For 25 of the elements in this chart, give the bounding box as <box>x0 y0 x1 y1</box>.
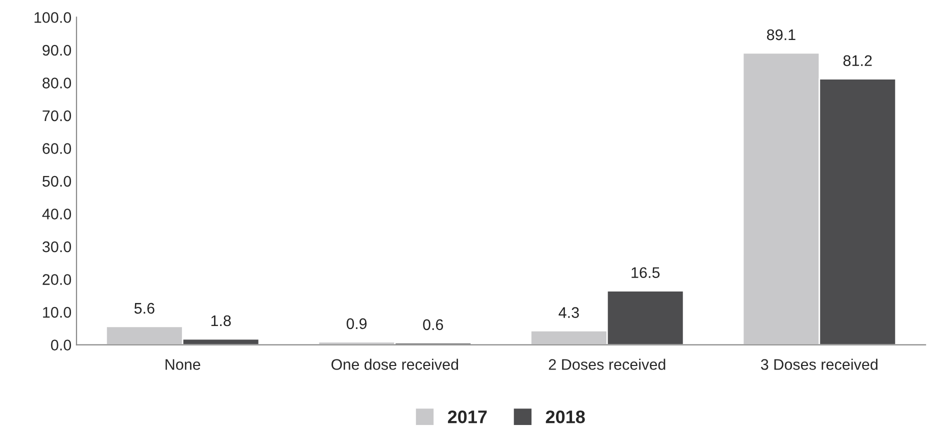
y-tick-label: 80.0 <box>42 78 72 88</box>
data-label: 0.9 <box>346 318 367 330</box>
data-label: 4.3 <box>558 307 579 318</box>
data-label: 5.6 <box>134 302 154 314</box>
data-label: 81.2 <box>843 55 872 66</box>
data-label: 1.8 <box>211 315 231 326</box>
legend-label: 2017 <box>448 410 487 424</box>
y-tick-label: 60.0 <box>42 143 72 154</box>
x-tick-label: None <box>166 359 200 370</box>
y-tick-label: 100.0 <box>34 12 72 23</box>
x-tick-label: One dose received <box>332 358 458 370</box>
y-tick-label: 30.0 <box>42 241 72 252</box>
y-tick-label: 40.0 <box>42 208 72 220</box>
y-tick-label: 10.0 <box>43 306 72 318</box>
y-tick-label: 50.0 <box>42 176 72 187</box>
x-tick-label: 2 Doses received <box>548 358 666 370</box>
data-label: 16.5 <box>632 267 660 278</box>
y-tick-label: 20.0 <box>42 274 72 285</box>
y-tick-label: 90.0 <box>42 44 72 56</box>
legend-label: 2018 <box>546 410 585 424</box>
data-label: 89.1 <box>767 29 796 40</box>
data-label: 0.6 <box>423 319 444 330</box>
y-tick-label: 70.0 <box>42 110 72 122</box>
x-tick-label: 3 Doses received <box>760 358 878 370</box>
y-tick-label: 0.0 <box>51 340 72 350</box>
